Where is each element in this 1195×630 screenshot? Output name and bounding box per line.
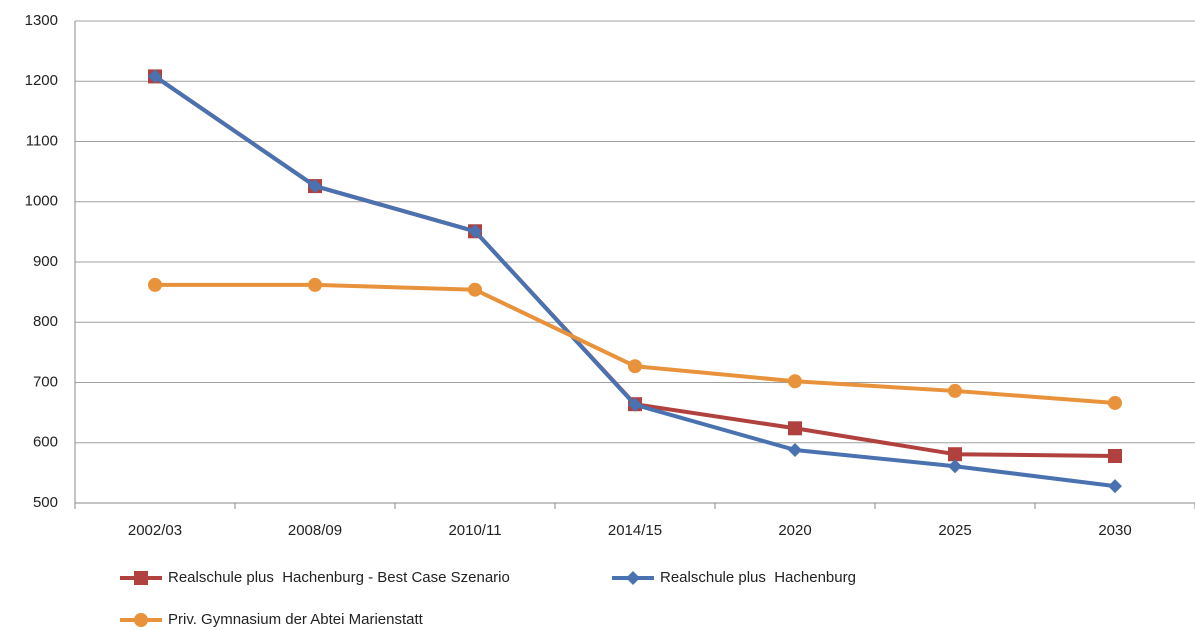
marker	[148, 277, 162, 292]
legend-label: Realschule plus Hachenburg	[660, 569, 856, 586]
marker	[308, 277, 322, 292]
marker	[948, 383, 962, 398]
marker	[1108, 479, 1122, 494]
series-line	[155, 282, 1116, 405]
x-tick-label: 2030	[1098, 522, 1131, 539]
legend-label: Realschule plus Hachenburg - Best Case S…	[168, 569, 510, 586]
y-tick-label: 500	[33, 494, 58, 511]
x-tick-label: 2008/09	[288, 522, 342, 539]
marker	[788, 442, 802, 457]
y-tick-label: 700	[33, 373, 58, 390]
marker	[148, 69, 162, 84]
marker	[626, 571, 640, 585]
x-tick-label: 2014/15	[608, 522, 662, 539]
series-line	[153, 74, 1116, 489]
legend-label: Priv. Gymnasium der Abtei Marienstatt	[168, 611, 424, 628]
marker	[1108, 395, 1122, 410]
x-tick-label: 2010/11	[448, 522, 501, 539]
marker	[468, 282, 482, 297]
y-tick-label: 1200	[25, 72, 58, 89]
y-tick-label: 1300	[25, 12, 58, 29]
marker	[468, 224, 482, 239]
marker	[628, 397, 642, 412]
marker	[788, 374, 802, 389]
marker	[308, 179, 322, 194]
marker	[948, 459, 962, 474]
x-tick-label: 2002/03	[128, 522, 182, 539]
x-tick-label: 2025	[938, 522, 971, 539]
y-tick-label: 600	[33, 434, 58, 451]
marker	[788, 421, 802, 436]
y-tick-label: 900	[33, 253, 58, 270]
y-tick-label: 1000	[25, 193, 58, 210]
y-tick-label: 1100	[26, 132, 58, 149]
marker	[134, 613, 148, 627]
marker	[948, 447, 962, 462]
marker	[628, 359, 642, 374]
y-tick-label: 800	[33, 313, 58, 330]
marker	[1108, 449, 1122, 464]
x-tick-label: 2020	[778, 522, 811, 539]
marker	[134, 571, 148, 585]
